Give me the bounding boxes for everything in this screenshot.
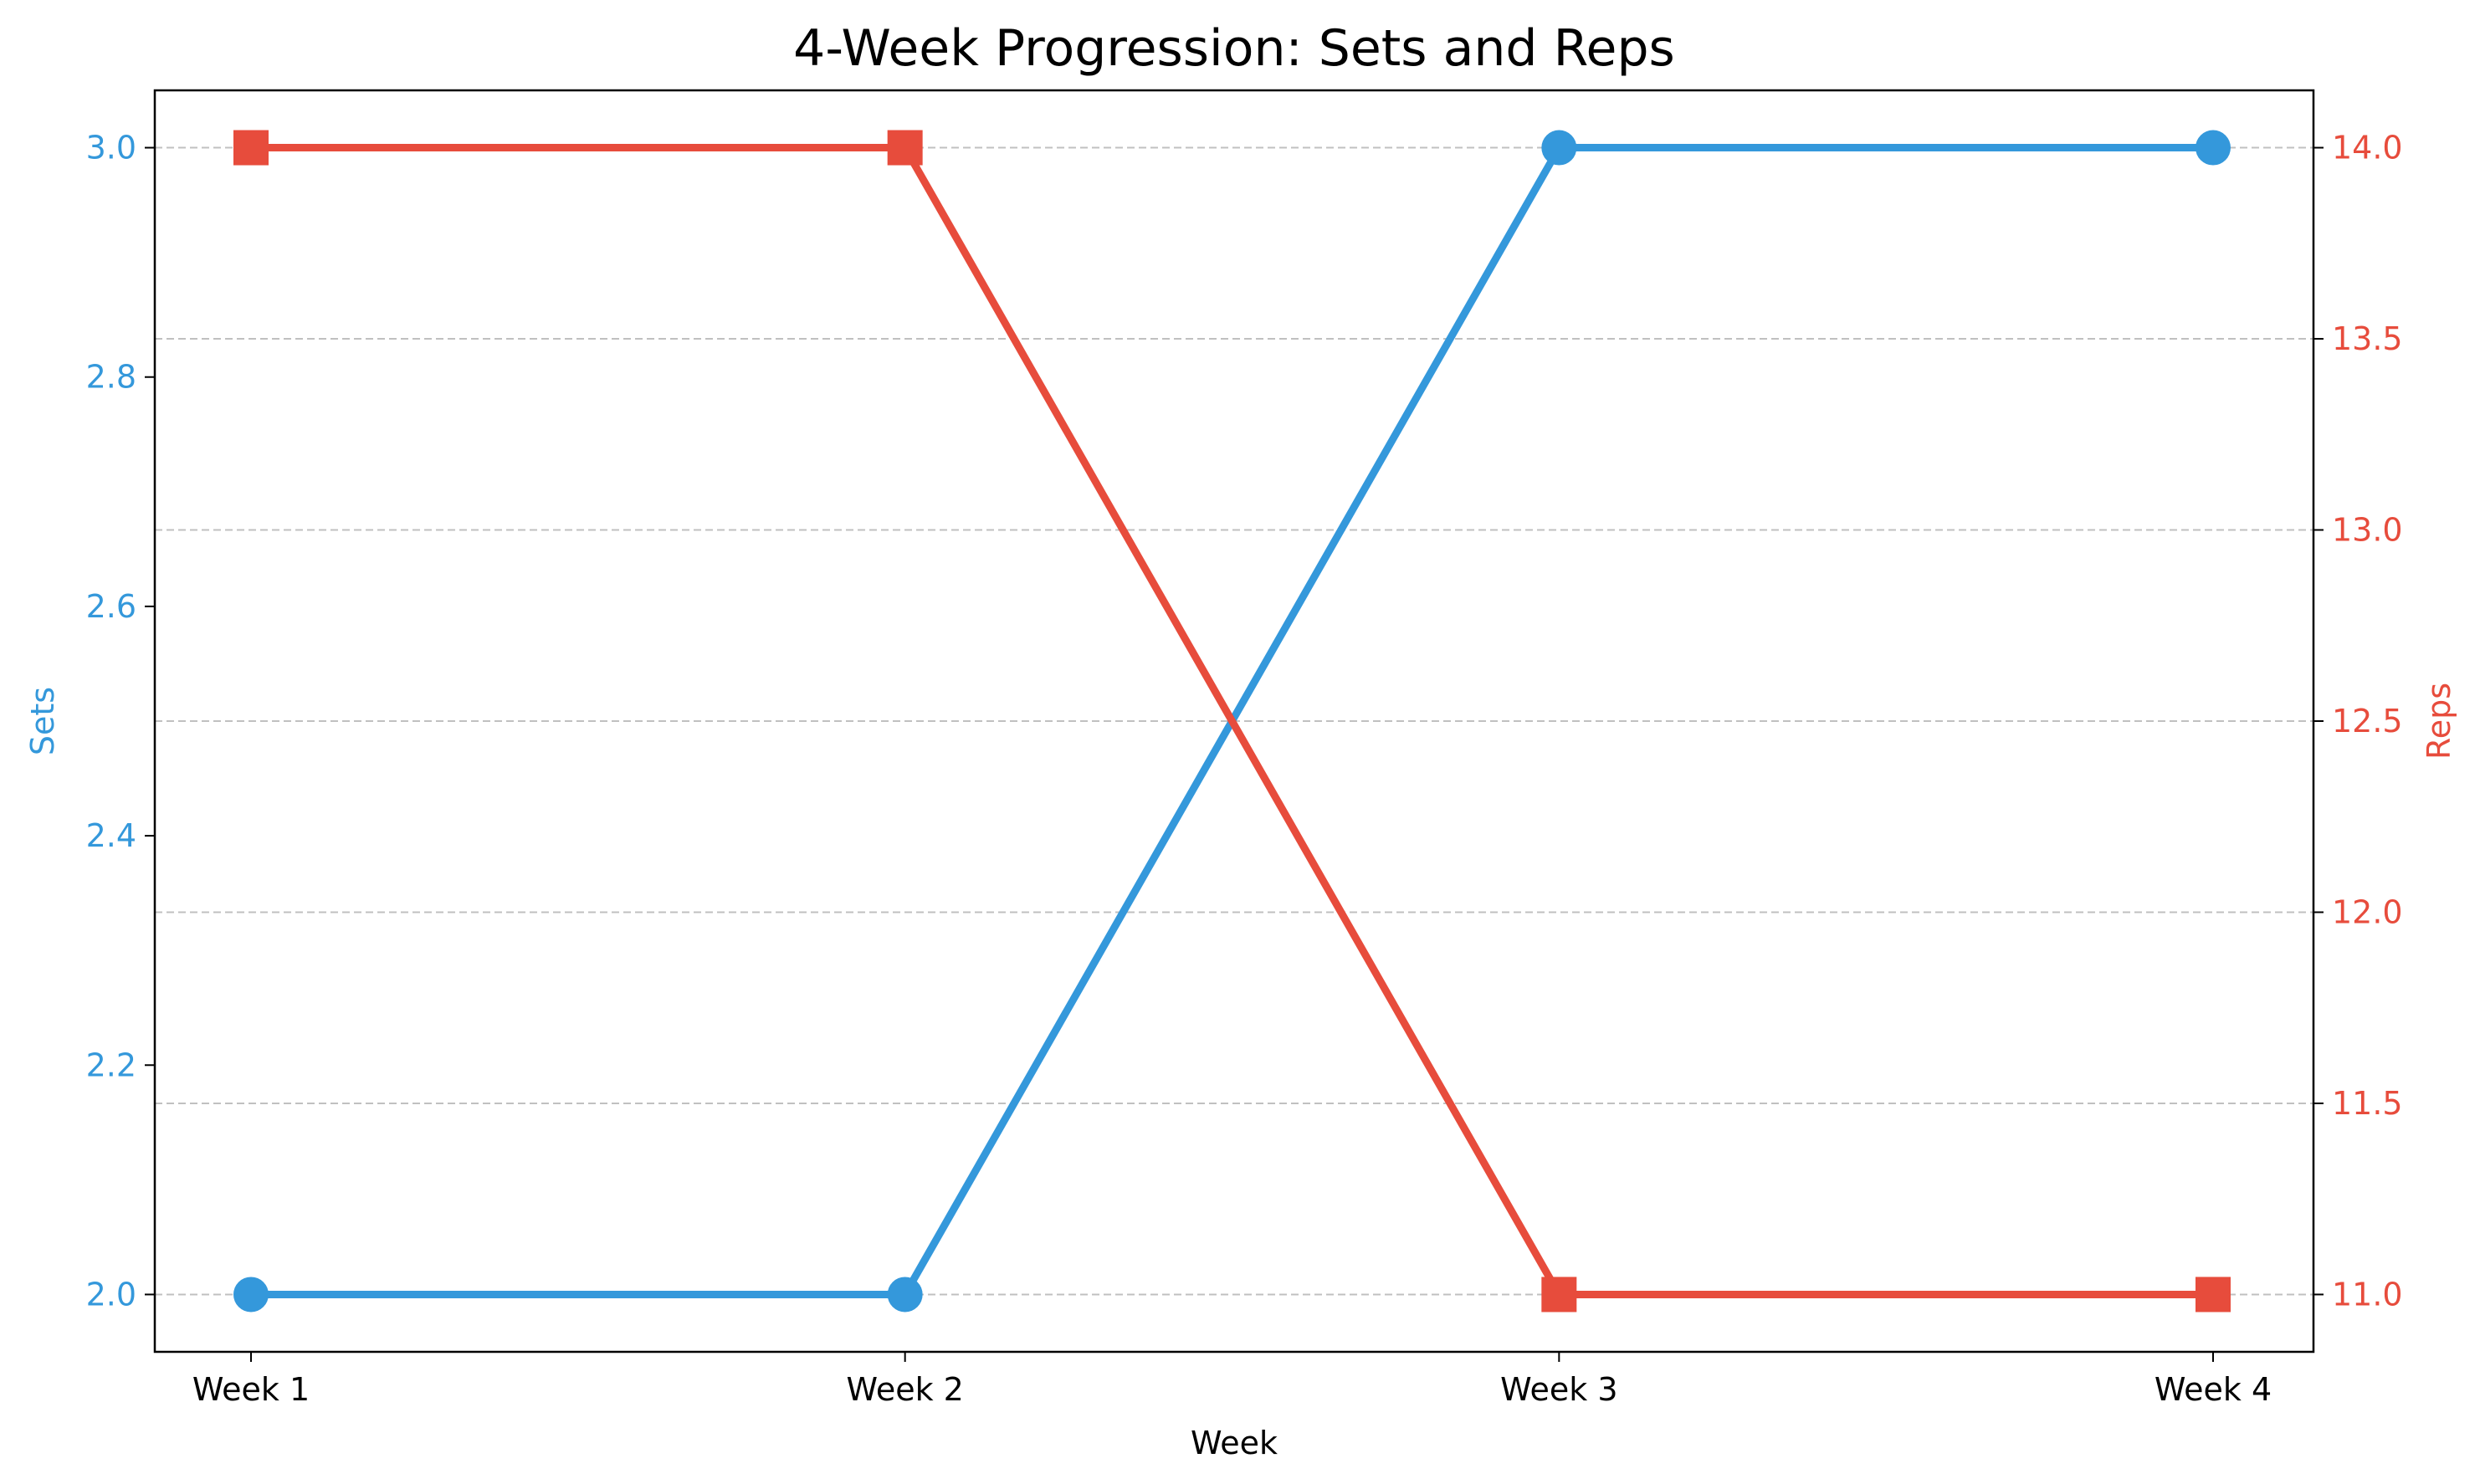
- left-axis-tick-label: 2.8: [86, 359, 136, 396]
- right-axis-tick-label: 12.5: [2332, 703, 2403, 739]
- left-axis-tick-label: 2.0: [86, 1276, 136, 1313]
- series-layer: [233, 130, 2231, 1313]
- sets-point: [1541, 130, 1577, 166]
- x-axis-label: Week: [1191, 1425, 1278, 1461]
- sets-point: [2196, 130, 2231, 166]
- left-axis-tick-label: 2.6: [86, 588, 136, 625]
- right-axis-tick-label: 11.0: [2332, 1276, 2403, 1313]
- left-axis-tick-label: 3.0: [86, 130, 136, 166]
- sets-point: [887, 1277, 923, 1313]
- left-axis: 2.0 2.2 2.4 2.6 2.8 3.0: [86, 130, 155, 1313]
- reps-point: [1541, 1277, 1577, 1313]
- reps-point: [887, 130, 923, 166]
- reps-point: [2196, 1277, 2231, 1313]
- left-axis-tick-label: 2.2: [86, 1046, 136, 1083]
- x-axis-tick-label: Week 2: [846, 1371, 963, 1408]
- right-axis: 11.0 11.5 12.0 12.5 13.0 13.5 14.0: [2313, 130, 2403, 1313]
- left-axis-label: Sets: [24, 687, 61, 755]
- sets-point: [233, 1277, 269, 1313]
- right-axis-tick-label: 13.0: [2332, 512, 2403, 549]
- right-axis-tick-label: 11.5: [2332, 1085, 2403, 1122]
- right-axis-tick-label: 12.0: [2332, 893, 2403, 930]
- x-axis: Week 1 Week 2 Week 3 Week 4: [192, 1352, 2272, 1408]
- chart-title: 4-Week Progression: Sets and Reps: [793, 19, 1675, 78]
- reps-point: [233, 130, 269, 166]
- right-axis-label: Reps: [2421, 683, 2457, 760]
- x-axis-tick-label: Week 4: [2155, 1371, 2272, 1408]
- reps-series-line: [251, 144, 2213, 1298]
- right-axis-tick-label: 14.0: [2332, 130, 2403, 166]
- x-axis-tick-label: Week 1: [192, 1371, 310, 1408]
- right-axis-tick-label: 13.5: [2332, 320, 2403, 357]
- x-axis-tick-label: Week 3: [1500, 1371, 1617, 1408]
- left-axis-tick-label: 2.4: [86, 817, 136, 854]
